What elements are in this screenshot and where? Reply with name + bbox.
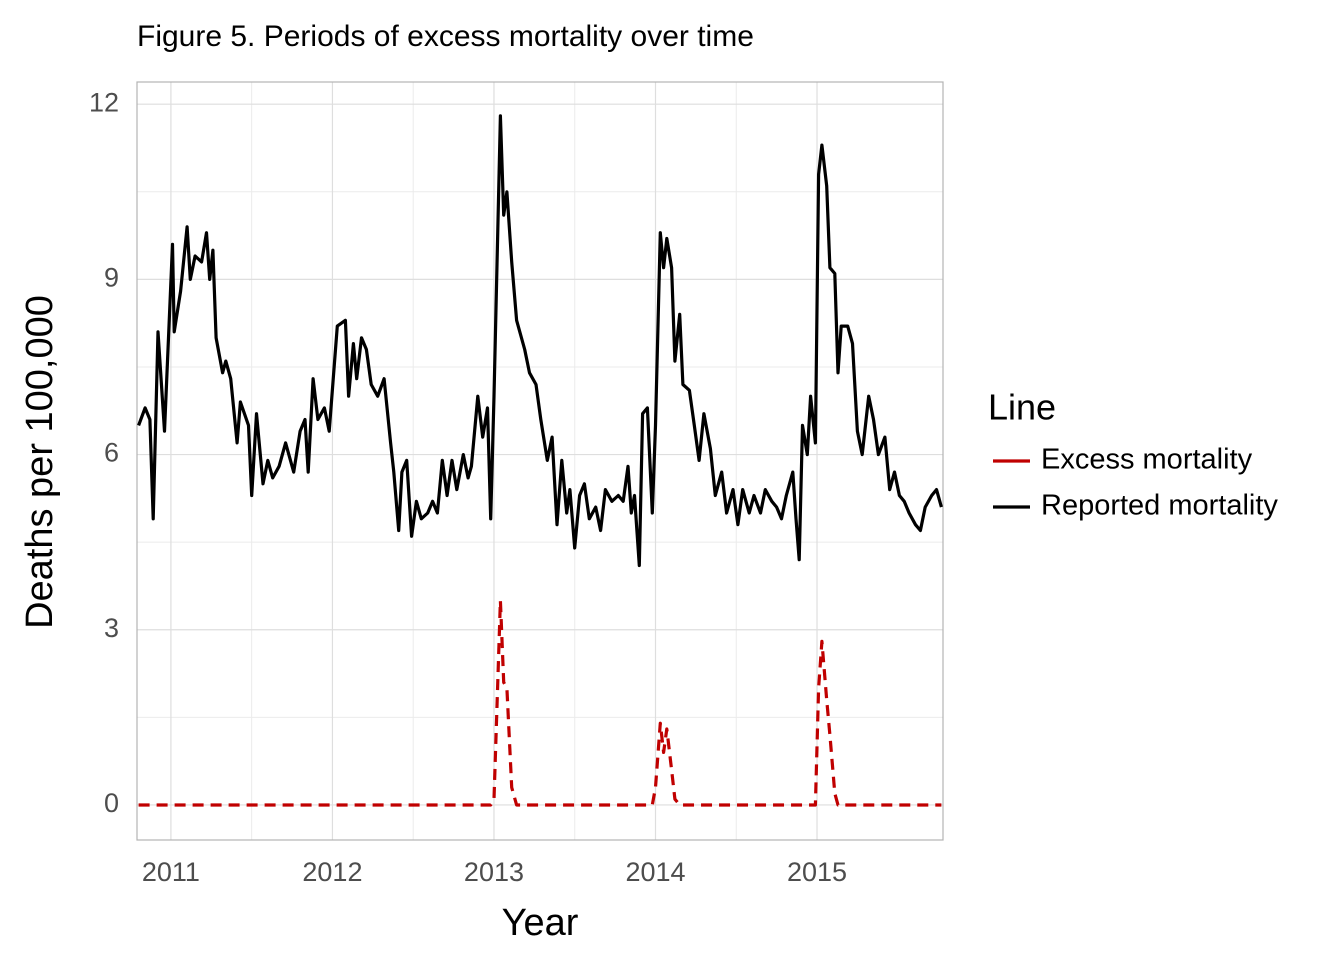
legend-label: Excess mortality (1041, 444, 1253, 476)
y-tick-label: 9 (104, 263, 119, 293)
y-axis-title: Deaths per 100,000 (19, 295, 61, 629)
x-tick-label: 2012 (302, 857, 362, 887)
y-tick-label: 0 (104, 788, 119, 818)
panel-border (136, 81, 944, 841)
y-tick-label: 3 (104, 613, 119, 643)
series-line (138, 598, 942, 807)
legend-label: Reported mortality (1041, 490, 1278, 522)
series-line (137, 114, 943, 568)
legend-title: Line (988, 387, 1056, 428)
y-tick-label: 6 (104, 438, 119, 468)
chart-title: Figure 5. Periods of excess mortality ov… (137, 20, 754, 53)
x-tick-label: 2014 (625, 857, 685, 887)
x-tick-label: 2015 (787, 857, 847, 887)
y-tick-label: 12 (89, 87, 119, 117)
x-tick-label: 2013 (464, 857, 524, 887)
x-axis-title: Year (502, 902, 579, 944)
x-tick-label: 2011 (142, 857, 200, 887)
